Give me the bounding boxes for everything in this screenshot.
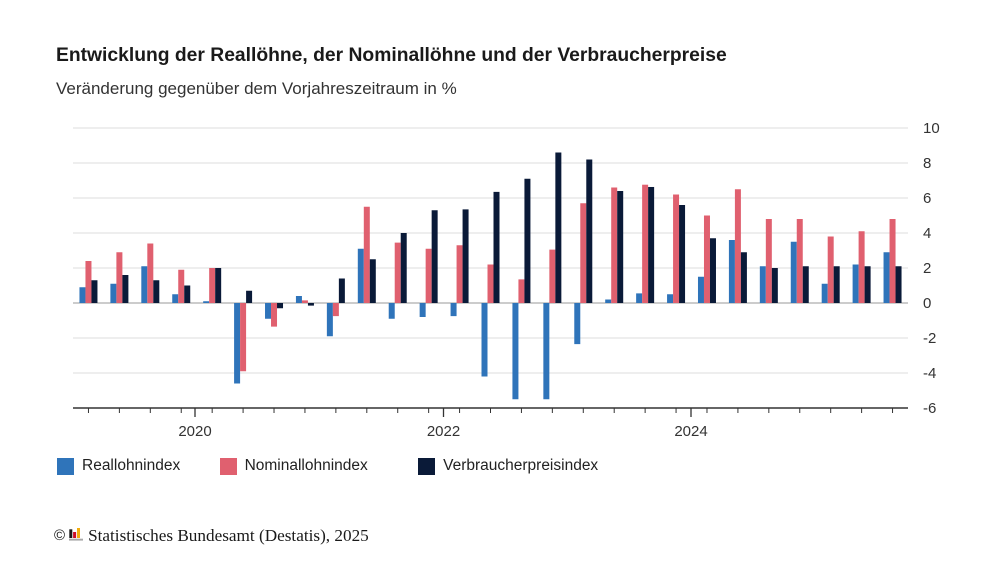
svg-text:2024: 2024 xyxy=(674,423,707,440)
svg-text:2: 2 xyxy=(923,260,931,277)
svg-text:-6: -6 xyxy=(923,400,936,417)
svg-text:-4: -4 xyxy=(923,365,936,382)
svg-text:8: 8 xyxy=(923,155,931,172)
svg-text:6: 6 xyxy=(923,190,931,207)
svg-text:-2: -2 xyxy=(923,330,936,347)
svg-text:10: 10 xyxy=(923,120,940,137)
svg-text:2022: 2022 xyxy=(427,423,460,440)
svg-text:4: 4 xyxy=(923,225,931,242)
svg-text:2020: 2020 xyxy=(178,423,211,440)
svg-text:0: 0 xyxy=(923,295,931,312)
